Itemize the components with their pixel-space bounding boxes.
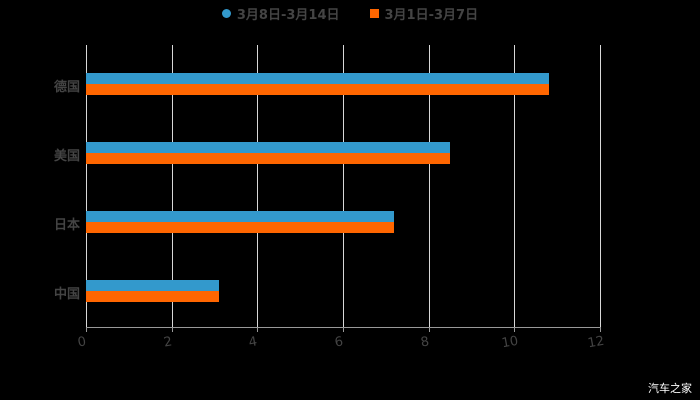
square-marker-icon xyxy=(369,9,379,18)
gridline xyxy=(600,45,601,327)
x-tick xyxy=(343,327,344,332)
x-tick-label: 6 xyxy=(333,334,345,351)
x-tick-label: 8 xyxy=(419,334,431,351)
gridline xyxy=(257,45,259,327)
x-tick-label: 10 xyxy=(500,333,520,352)
x-tick-label: 0 xyxy=(76,334,88,351)
x-tick xyxy=(171,327,173,332)
category-label: 日本 xyxy=(53,218,80,233)
x-tick xyxy=(257,327,259,332)
gridline xyxy=(428,45,430,327)
legend: 3月8日-3月14日 3月1日-3月7日 xyxy=(0,4,700,23)
x-tick xyxy=(600,327,601,332)
watermark: 汽车之家 xyxy=(648,382,692,395)
legend-label: 3月8日-3月14日 xyxy=(236,8,340,23)
legend-item-series-2[interactable]: 3月1日-3月7日 xyxy=(369,4,479,23)
circle-marker-icon xyxy=(221,9,231,18)
x-tick-label: 4 xyxy=(247,334,259,351)
x-tick xyxy=(428,327,430,332)
gridline xyxy=(171,45,173,327)
bar[interactable] xyxy=(86,153,451,164)
x-tick xyxy=(86,327,87,332)
bar[interactable] xyxy=(86,142,451,153)
x-tick-label: 12 xyxy=(586,333,606,352)
category-label: 美国 xyxy=(53,149,80,164)
bar[interactable] xyxy=(86,73,549,84)
legend-item-series-1[interactable]: 3月8日-3月14日 xyxy=(221,4,340,23)
x-axis xyxy=(86,327,600,328)
bar[interactable] xyxy=(86,211,395,222)
gridline xyxy=(86,45,87,327)
gridline xyxy=(514,45,516,327)
x-tick-label: 2 xyxy=(162,334,174,351)
category-label: 中国 xyxy=(53,287,80,302)
bar[interactable] xyxy=(86,84,549,95)
gridline xyxy=(343,45,344,327)
bar[interactable] xyxy=(86,222,395,233)
category-label: 德国 xyxy=(53,80,80,95)
bar[interactable] xyxy=(86,291,219,302)
bar[interactable] xyxy=(86,280,219,291)
legend-label: 3月1日-3月7日 xyxy=(384,8,479,23)
x-tick xyxy=(514,327,516,332)
